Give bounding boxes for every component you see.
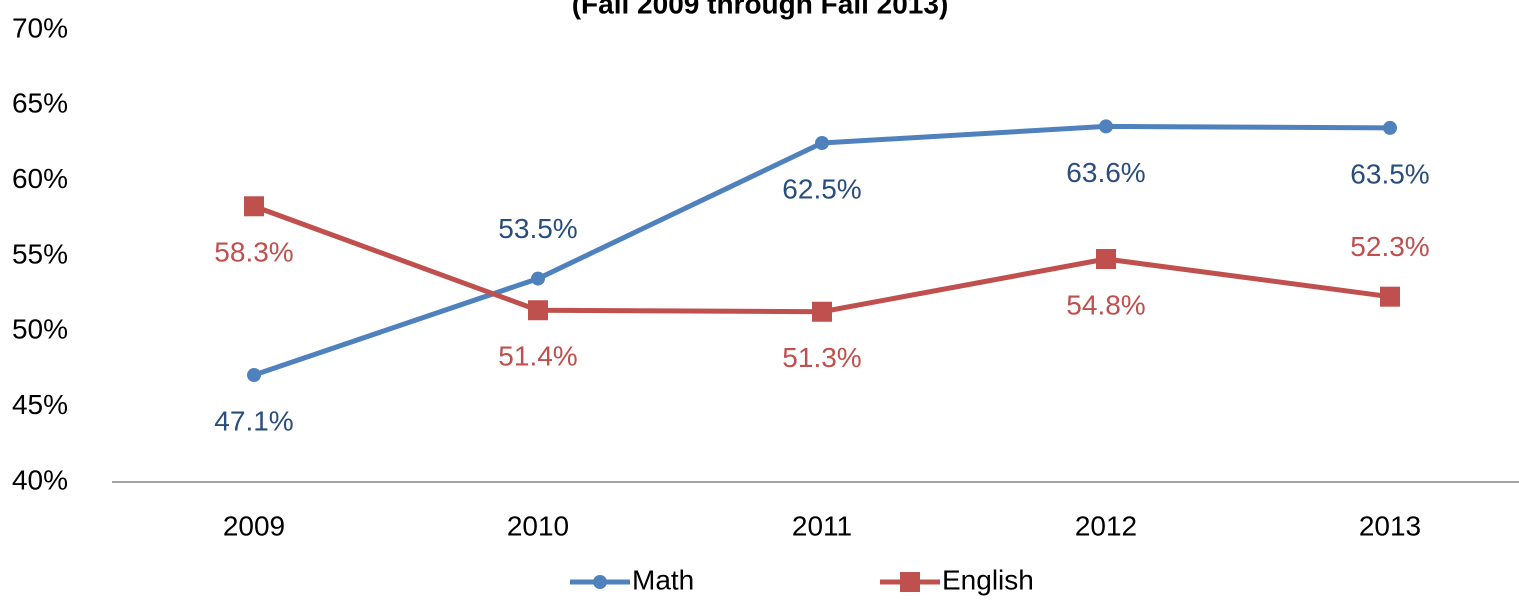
data-label: 51.4%	[498, 341, 577, 372]
marker	[528, 300, 548, 321]
marker	[244, 196, 264, 217]
marker	[812, 301, 832, 322]
data-label: 53.5%	[498, 213, 577, 244]
chart-title: (Fall 2009 through Fall 2013)	[572, 0, 949, 19]
data-label: 62.5%	[782, 173, 861, 204]
x-tick-label: 2013	[1359, 510, 1421, 541]
legend-label: Math	[632, 564, 694, 595]
data-label: 63.6%	[1066, 157, 1145, 188]
legend-marker	[593, 575, 607, 589]
data-label: 51.3%	[782, 342, 861, 373]
marker	[247, 368, 261, 383]
series-line	[253, 123, 1391, 378]
y-tick-label: 50%	[12, 314, 68, 345]
marker	[1383, 120, 1397, 135]
data-label: 52.3%	[1350, 231, 1429, 262]
y-tick-label: 45%	[12, 389, 68, 420]
y-tick-label: 55%	[12, 238, 68, 269]
data-label: 63.5%	[1350, 158, 1429, 189]
data-label: 47.1%	[214, 405, 293, 436]
y-tick-label: 60%	[12, 163, 68, 194]
data-label: 54.8%	[1066, 289, 1145, 320]
y-tick-label: 65%	[12, 88, 68, 119]
marker	[1099, 119, 1113, 134]
x-tick-label: 2009	[223, 510, 285, 541]
series-line	[253, 203, 1391, 315]
marker	[531, 271, 545, 286]
y-tick-label: 40%	[12, 464, 68, 495]
marker	[815, 136, 829, 150]
x-tick-label: 2011	[792, 510, 852, 541]
marker	[1096, 249, 1116, 270]
legend-marker	[900, 572, 920, 592]
legend-label: English	[942, 564, 1034, 595]
x-tick-label: 2012	[1075, 510, 1137, 541]
data-label: 58.3%	[214, 237, 293, 268]
marker	[1380, 286, 1400, 307]
x-tick-label: 2010	[507, 510, 569, 541]
y-tick-label: 70%	[12, 12, 68, 43]
